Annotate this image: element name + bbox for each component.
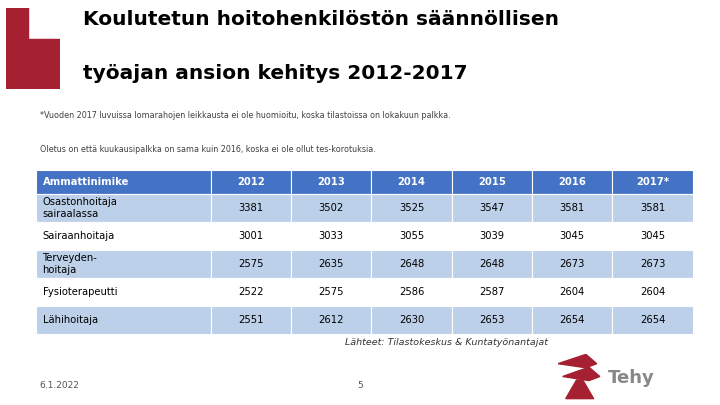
Text: 3381: 3381 — [238, 203, 264, 213]
Text: 2635: 2635 — [318, 259, 344, 269]
Text: 3502: 3502 — [318, 203, 343, 213]
FancyBboxPatch shape — [372, 170, 451, 194]
Text: Osastonhoitaja
sairaalassa: Osastonhoitaja sairaalassa — [42, 197, 117, 219]
FancyBboxPatch shape — [210, 278, 291, 306]
Text: 3001: 3001 — [238, 231, 264, 241]
FancyBboxPatch shape — [291, 222, 372, 250]
Text: 2587: 2587 — [480, 287, 505, 297]
FancyBboxPatch shape — [451, 222, 532, 250]
FancyBboxPatch shape — [291, 250, 372, 278]
FancyBboxPatch shape — [532, 306, 613, 334]
FancyBboxPatch shape — [372, 194, 451, 222]
Text: 2654: 2654 — [559, 315, 585, 325]
FancyBboxPatch shape — [532, 250, 613, 278]
FancyBboxPatch shape — [372, 306, 451, 334]
Text: 2648: 2648 — [480, 259, 505, 269]
Polygon shape — [566, 380, 593, 399]
Text: Terveyden-
hoitaja: Terveyden- hoitaja — [42, 253, 97, 275]
Text: 3055: 3055 — [399, 231, 424, 241]
FancyBboxPatch shape — [36, 222, 210, 250]
Text: 2673: 2673 — [640, 259, 666, 269]
FancyBboxPatch shape — [36, 170, 210, 194]
FancyBboxPatch shape — [613, 222, 693, 250]
Polygon shape — [562, 367, 600, 381]
FancyBboxPatch shape — [372, 222, 451, 250]
Text: 3581: 3581 — [640, 203, 665, 213]
FancyBboxPatch shape — [451, 194, 532, 222]
FancyBboxPatch shape — [532, 194, 613, 222]
Text: Sairaanhoitaja: Sairaanhoitaja — [42, 231, 114, 241]
Polygon shape — [558, 354, 597, 368]
Text: 2016: 2016 — [558, 177, 586, 187]
Text: 2015: 2015 — [478, 177, 506, 187]
Text: 2012: 2012 — [237, 177, 265, 187]
Text: 3039: 3039 — [480, 231, 505, 241]
Text: 2604: 2604 — [640, 287, 665, 297]
FancyBboxPatch shape — [613, 306, 693, 334]
Text: *Vuoden 2017 luvuissa lomarahojen leikkausta ei ole huomioitu, koska tilastoissa: *Vuoden 2017 luvuissa lomarahojen leikka… — [40, 111, 450, 120]
FancyBboxPatch shape — [451, 278, 532, 306]
Text: 2575: 2575 — [318, 287, 344, 297]
FancyBboxPatch shape — [36, 250, 210, 278]
Text: 2586: 2586 — [399, 287, 424, 297]
Text: Fysioterapeutti: Fysioterapeutti — [42, 287, 117, 297]
Text: Koulutetun hoitohenkilöstön säännöllisen: Koulutetun hoitohenkilöstön säännöllisen — [83, 10, 559, 28]
Text: Tehy: Tehy — [608, 369, 654, 387]
Text: 2522: 2522 — [238, 287, 264, 297]
FancyBboxPatch shape — [451, 250, 532, 278]
Text: 2551: 2551 — [238, 315, 264, 325]
FancyBboxPatch shape — [372, 250, 451, 278]
FancyBboxPatch shape — [36, 194, 210, 222]
Text: 2575: 2575 — [238, 259, 264, 269]
FancyBboxPatch shape — [210, 222, 291, 250]
Text: Ammattinimike: Ammattinimike — [42, 177, 129, 187]
FancyBboxPatch shape — [210, 170, 291, 194]
Text: Lähihoitaja: Lähihoitaja — [42, 315, 98, 325]
FancyBboxPatch shape — [613, 194, 693, 222]
Polygon shape — [6, 8, 60, 89]
Text: Lähteet: Tilastokeskus & Kuntatyönantajat: Lähteet: Tilastokeskus & Kuntatyönantaja… — [345, 338, 548, 347]
Text: 2630: 2630 — [399, 315, 424, 325]
FancyBboxPatch shape — [532, 222, 613, 250]
FancyBboxPatch shape — [532, 170, 613, 194]
Text: 2604: 2604 — [559, 287, 585, 297]
Text: 2648: 2648 — [399, 259, 424, 269]
Text: 3581: 3581 — [559, 203, 585, 213]
FancyBboxPatch shape — [36, 306, 210, 334]
FancyBboxPatch shape — [291, 278, 372, 306]
FancyBboxPatch shape — [451, 306, 532, 334]
Text: 5: 5 — [357, 381, 363, 390]
FancyBboxPatch shape — [613, 170, 693, 194]
Text: 6.1.2022: 6.1.2022 — [40, 381, 79, 390]
FancyBboxPatch shape — [210, 194, 291, 222]
FancyBboxPatch shape — [291, 170, 372, 194]
FancyBboxPatch shape — [451, 170, 532, 194]
Text: 2013: 2013 — [318, 177, 345, 187]
Text: 3045: 3045 — [559, 231, 585, 241]
Text: 3547: 3547 — [480, 203, 505, 213]
Text: 2612: 2612 — [318, 315, 344, 325]
FancyBboxPatch shape — [36, 278, 210, 306]
Text: 2654: 2654 — [640, 315, 666, 325]
Text: 3033: 3033 — [319, 231, 343, 241]
FancyBboxPatch shape — [613, 250, 693, 278]
Text: 2653: 2653 — [480, 315, 505, 325]
Text: 3045: 3045 — [640, 231, 665, 241]
Text: 2673: 2673 — [559, 259, 585, 269]
Text: 3525: 3525 — [399, 203, 424, 213]
FancyBboxPatch shape — [291, 194, 372, 222]
Text: 2014: 2014 — [397, 177, 426, 187]
FancyBboxPatch shape — [613, 278, 693, 306]
Text: 2017*: 2017* — [636, 177, 670, 187]
FancyBboxPatch shape — [372, 278, 451, 306]
FancyBboxPatch shape — [210, 306, 291, 334]
FancyBboxPatch shape — [291, 306, 372, 334]
FancyBboxPatch shape — [532, 278, 613, 306]
FancyBboxPatch shape — [210, 250, 291, 278]
Text: Oletus on että kuukausipalkka on sama kuin 2016, koska ei ole ollut tes-korotuks: Oletus on että kuukausipalkka on sama ku… — [40, 145, 375, 154]
Text: työajan ansion kehitys 2012-2017: työajan ansion kehitys 2012-2017 — [83, 64, 467, 83]
